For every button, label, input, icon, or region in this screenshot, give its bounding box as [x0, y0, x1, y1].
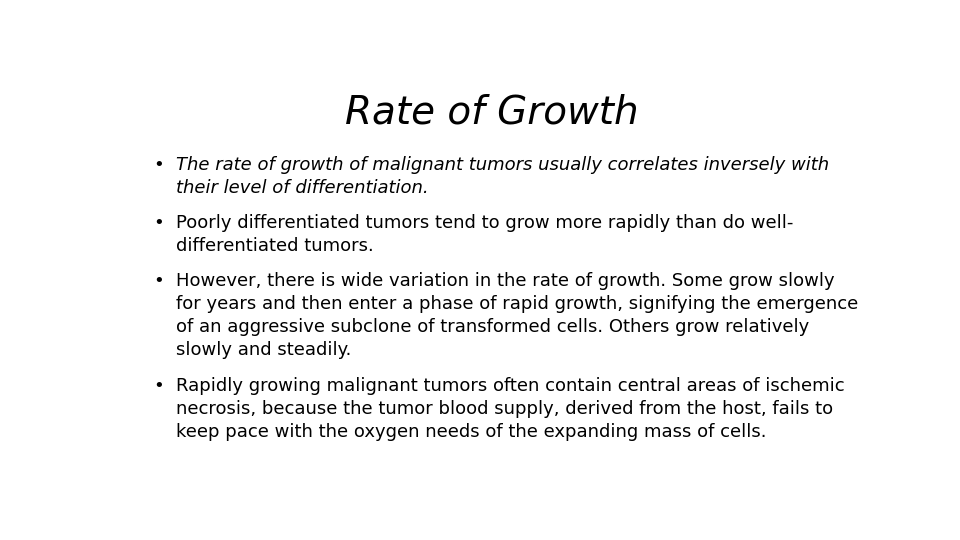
Text: Rate of Growth: Rate of Growth	[346, 94, 638, 132]
Text: The rate of growth of malignant tumors usually correlates inversely with
their l: The rate of growth of malignant tumors u…	[176, 156, 828, 197]
Text: •: •	[154, 214, 164, 232]
Text: •: •	[154, 272, 164, 290]
Text: Rapidly growing malignant tumors often contain central areas of ischemic
necrosi: Rapidly growing malignant tumors often c…	[176, 377, 845, 441]
Text: •: •	[154, 377, 164, 395]
Text: Poorly differentiated tumors tend to grow more rapidly than do well-
differentia: Poorly differentiated tumors tend to gro…	[176, 214, 793, 255]
Text: •: •	[154, 156, 164, 174]
Text: However, there is wide variation in the rate of growth. Some grow slowly
for yea: However, there is wide variation in the …	[176, 272, 858, 359]
